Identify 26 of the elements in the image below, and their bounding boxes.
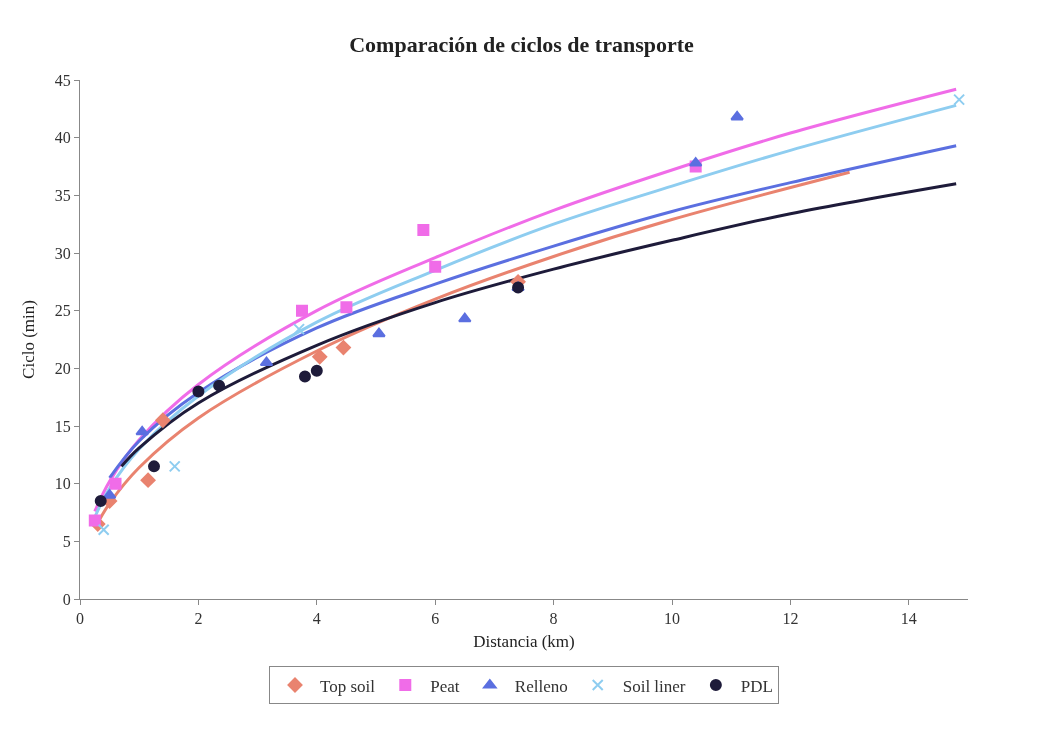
y-tick-label: 25 [54, 302, 71, 320]
legend-label: Top soil [320, 676, 376, 696]
y-tick-label: 0 [62, 590, 71, 608]
legend-label: Peat [430, 676, 460, 696]
x-tick-label: 6 [431, 610, 440, 628]
y-tick-label: 40 [54, 129, 71, 147]
chart-title: Comparación de ciclos de transporte [349, 31, 695, 57]
y-tick-label: 35 [54, 186, 71, 204]
x-tick-label: 10 [664, 610, 680, 628]
y-axis-title: Ciclo (min) [19, 300, 39, 379]
y-tick-label: 30 [54, 244, 71, 262]
legend-label: Relleno [514, 676, 568, 696]
y-tick-label: 15 [54, 417, 71, 435]
legend-label: PDL [740, 676, 773, 696]
y-tick-label: 45 [54, 71, 71, 89]
x-tick-label: 2 [194, 610, 203, 628]
x-axis-title: Distancia (km) [473, 631, 575, 651]
legend-label: Soil liner [622, 676, 686, 696]
x-tick-label: 4 [312, 610, 321, 628]
x-tick-label: 8 [549, 610, 558, 628]
y-tick-label: 10 [54, 475, 71, 493]
x-tick-label: 14 [900, 610, 917, 628]
y-tick-label: 20 [54, 359, 71, 377]
x-tick-label: 0 [76, 610, 84, 628]
y-tick-label: 5 [62, 532, 71, 550]
x-tick-label: 12 [782, 610, 799, 628]
